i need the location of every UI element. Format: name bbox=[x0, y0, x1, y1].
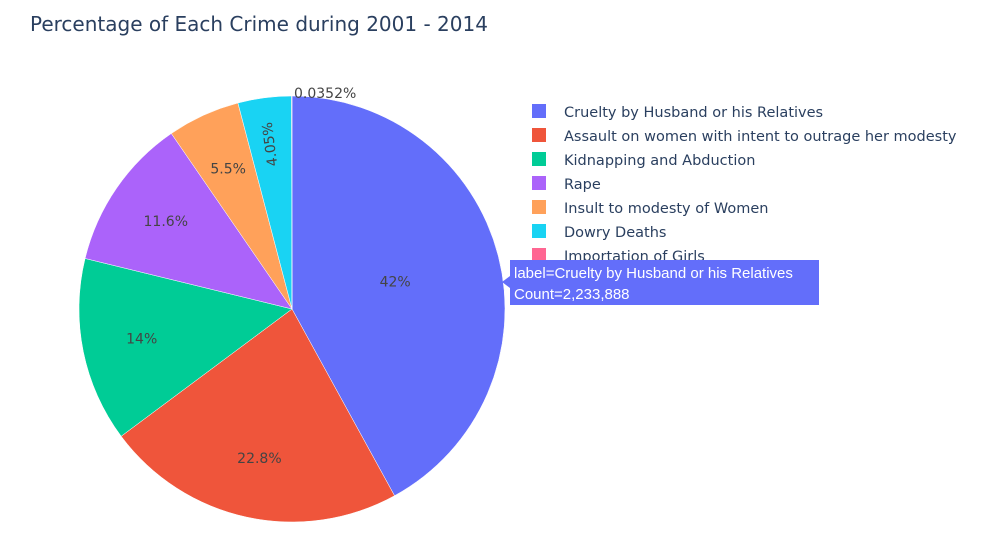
legend-swatch bbox=[532, 104, 546, 118]
pie-slices bbox=[78, 95, 506, 523]
chart-title: Percentage of Each Crime during 2001 - 2… bbox=[30, 12, 488, 36]
legend-item-cruelty-by-husband-or-his-relatives[interactable]: Cruelty by Husband or his Relatives bbox=[532, 104, 823, 121]
hover-tooltip-count: Count=2,233,888 bbox=[514, 286, 630, 303]
legend-swatch bbox=[532, 224, 546, 238]
slice-percent-label: 5.5% bbox=[210, 162, 246, 178]
legend-item-kidnapping-and-abduction[interactable]: Kidnapping and Abduction bbox=[532, 152, 755, 169]
legend-swatch bbox=[532, 152, 546, 166]
pie-slice-cruelty-by-husband-or-his-relatives[interactable] bbox=[291, 95, 506, 497]
legend-label: Rape bbox=[564, 177, 601, 193]
legend-item-dowry-deaths[interactable]: Dowry Deaths bbox=[532, 224, 666, 241]
legend-label: Assault on women with intent to outrage … bbox=[564, 129, 957, 145]
hover-tooltip-pointer bbox=[502, 276, 510, 288]
legend-item-insult-to-modesty-of-women[interactable]: Insult to modesty of Women bbox=[532, 200, 768, 217]
legend-swatch bbox=[532, 128, 546, 142]
legend-label: Dowry Deaths bbox=[564, 225, 666, 241]
legend-label: Kidnapping and Abduction bbox=[564, 153, 755, 169]
legend-label: Cruelty by Husband or his Relatives bbox=[564, 105, 823, 121]
hover-tooltip: label=Cruelty by Husband or his Relative… bbox=[502, 260, 819, 305]
legend: Cruelty by Husband or his Relatives Assau… bbox=[532, 104, 957, 265]
slice-percent-label: 4.05% bbox=[260, 121, 282, 167]
slice-percent-label: 14% bbox=[126, 332, 157, 348]
pie-slice-assault-on-women-with-intent-to-outrage-her-modesty[interactable] bbox=[120, 308, 395, 523]
hover-tooltip-box bbox=[510, 260, 819, 305]
pie-slice-kidnapping-and-abduction[interactable] bbox=[78, 258, 293, 437]
slice-percent-label: 22.8% bbox=[237, 451, 281, 467]
legend-label: Insult to modesty of Women bbox=[564, 201, 768, 217]
legend-swatch bbox=[532, 176, 546, 190]
slice-percent-label: 11.6% bbox=[144, 214, 188, 230]
legend-item-assault-on-women-with-intent-to-outrage-her-modesty[interactable]: Assault on women with intent to outrage … bbox=[532, 128, 957, 145]
legend-swatch bbox=[532, 248, 546, 262]
hover-tooltip-label: label=Cruelty by Husband or his Relative… bbox=[514, 265, 793, 282]
slice-percent-label: 42% bbox=[380, 275, 411, 291]
pie-slice-labels: 42% 22.8% 14% 11.6% 5.5% 4.05% 0.0352% bbox=[126, 86, 411, 467]
legend-swatch bbox=[532, 200, 546, 214]
slice-percent-label: 0.0352% bbox=[294, 86, 356, 102]
legend-item-rape[interactable]: Rape bbox=[532, 176, 601, 193]
pie-slice-rape[interactable] bbox=[84, 133, 293, 310]
